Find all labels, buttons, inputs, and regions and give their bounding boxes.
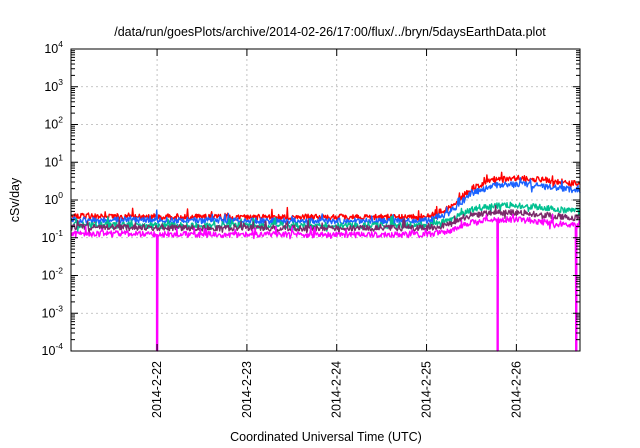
series-line	[70, 213, 581, 352]
y-tick-label: 10-2	[42, 266, 64, 283]
series-line	[70, 205, 581, 235]
x-axis: 2014-2-22 2014-2-23 2014-2-24 2014-2-25 2014…	[150, 49, 523, 418]
y-axis-label: cSv/day	[8, 177, 22, 222]
x-tick-label: 2014-2-24	[330, 361, 344, 418]
x-tick-label: 2014-2-25	[420, 361, 434, 418]
series-line	[70, 177, 581, 227]
y-tick-label: 100	[44, 190, 63, 207]
plot-series	[70, 171, 581, 352]
y-tick-label: 10-1	[42, 228, 64, 245]
y-tick-label: 101	[44, 152, 63, 169]
y-tick-label: 10-3	[42, 303, 64, 320]
x-axis-label: Coordinated Universal Time (UTC)	[230, 430, 422, 444]
grid	[71, 49, 580, 351]
y-tick-label: 102	[44, 115, 63, 132]
y-tick-label: 10-4	[42, 341, 64, 358]
chart-title: /data/run/goesPlots/archive/2014-02-26/1…	[114, 25, 546, 39]
x-tick-label: 2014-2-26	[509, 361, 523, 418]
x-tick-label: 2014-2-23	[240, 361, 254, 418]
y-axis: 10-4 10-3 10-2 10-1 100 101 102 103 104	[42, 39, 580, 358]
x-tick-label: 2014-2-22	[150, 361, 164, 418]
y-tick-label: 103	[44, 77, 63, 94]
y-tick-label: 104	[44, 39, 63, 56]
